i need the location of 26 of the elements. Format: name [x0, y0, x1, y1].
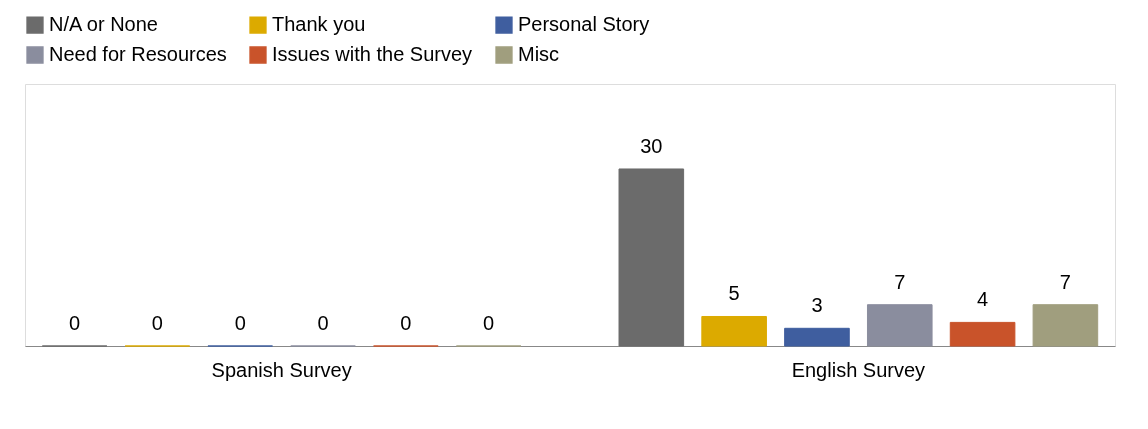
bar: [618, 168, 685, 347]
legend-label: Thank you: [272, 13, 366, 36]
bar: [784, 327, 850, 347]
data-label: 7: [894, 270, 906, 293]
legend-label: N/A or None: [49, 13, 158, 36]
legend-label: Issues with the Survey: [272, 43, 473, 65]
bar: [949, 321, 1016, 347]
bar: [1032, 304, 1099, 347]
data-label: 0: [400, 312, 412, 334]
data-label: 3: [811, 294, 823, 317]
data-label: 0: [151, 312, 163, 334]
data-label: 0: [234, 312, 246, 334]
data-label: 0: [317, 312, 329, 334]
data-label: 0: [483, 312, 495, 334]
legend-label: Personal Story: [518, 13, 650, 36]
bar: [866, 304, 933, 347]
legend-label: Misc: [518, 43, 560, 65]
data-label: 7: [1059, 270, 1071, 293]
data-label: 5: [728, 282, 740, 305]
data-label: 30: [640, 134, 663, 157]
data-label: 4: [977, 288, 989, 311]
data-label: 0: [69, 312, 81, 334]
x-tick-label: Spanish Survey: [211, 358, 352, 381]
bar: [701, 316, 767, 347]
x-tick-label: English Survey: [791, 358, 926, 381]
legend-label: Need for Resources: [49, 43, 227, 65]
